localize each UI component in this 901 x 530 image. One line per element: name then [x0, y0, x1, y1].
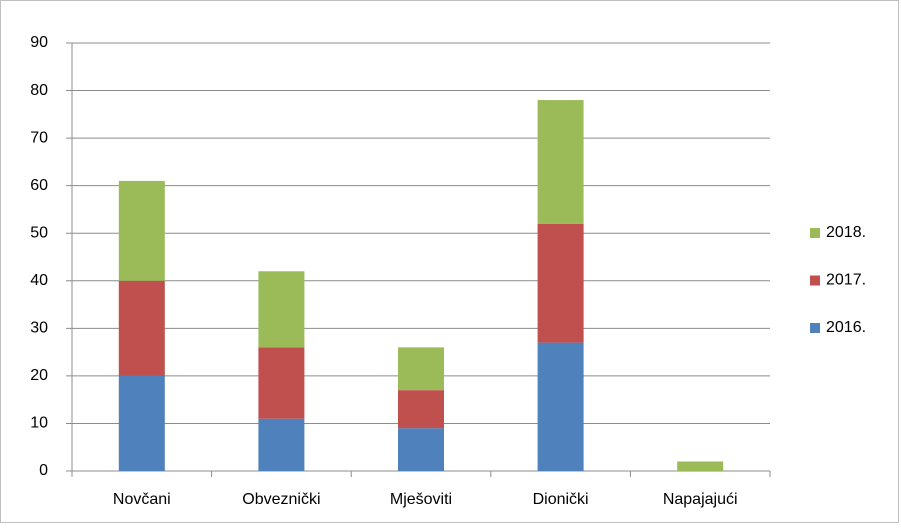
bar-segment [258, 347, 305, 419]
bar-segment [118, 375, 165, 471]
bar-segment [258, 418, 305, 471]
legend-swatch [810, 228, 820, 238]
bar-segment [537, 342, 584, 471]
legend-label: 2016. [826, 319, 866, 336]
x-tick-label: Dionički [533, 491, 589, 508]
y-tick-label: 50 [30, 224, 48, 241]
bar-segment [398, 428, 444, 471]
x-tick-label: Novčani [113, 491, 171, 508]
bar-segment [118, 280, 165, 376]
y-tick-label: 90 [30, 34, 48, 51]
y-tick-label: 30 [30, 320, 48, 337]
y-tick-label: 20 [30, 367, 48, 384]
bar-segment [677, 461, 724, 471]
bar-segment [537, 100, 584, 224]
y-tick-label: 0 [39, 462, 48, 479]
bar-segment [258, 271, 305, 348]
bar-segment [118, 180, 165, 281]
legend-label: 2018. [826, 224, 866, 241]
legend-swatch [810, 275, 820, 286]
bar-segment [398, 390, 444, 429]
y-tick-label: 40 [30, 272, 48, 289]
x-tick-label: Mješoviti [390, 491, 452, 508]
legend-swatch [810, 323, 820, 333]
y-tick-label: 80 [30, 82, 48, 99]
legend-label: 2017. [826, 272, 866, 289]
bar-segment [398, 347, 444, 391]
y-tick-label: 10 [30, 415, 48, 432]
y-tick-label: 70 [30, 129, 48, 146]
x-tick-label: Napajajući [663, 491, 738, 508]
x-tick-label: Obveznički [242, 491, 320, 508]
bar-segment [537, 223, 584, 343]
y-tick-label: 60 [30, 177, 48, 194]
